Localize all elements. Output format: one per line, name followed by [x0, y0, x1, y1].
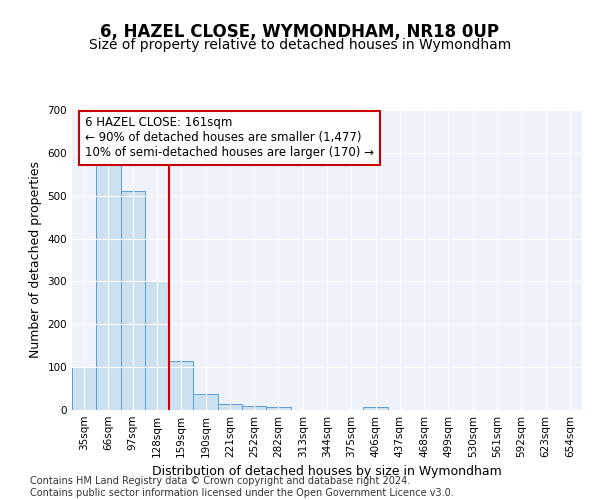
Bar: [266, 407, 290, 410]
Bar: [169, 360, 193, 410]
Text: Size of property relative to detached houses in Wymondham: Size of property relative to detached ho…: [89, 38, 511, 52]
Bar: [364, 407, 388, 410]
Text: Contains HM Land Registry data © Crown copyright and database right 2024.
Contai: Contains HM Land Registry data © Crown c…: [30, 476, 454, 498]
X-axis label: Distribution of detached houses by size in Wymondham: Distribution of detached houses by size …: [152, 466, 502, 478]
Y-axis label: Number of detached properties: Number of detached properties: [29, 162, 42, 358]
Bar: [72, 367, 96, 410]
Text: 6 HAZEL CLOSE: 161sqm
← 90% of detached houses are smaller (1,477)
10% of semi-d: 6 HAZEL CLOSE: 161sqm ← 90% of detached …: [85, 116, 374, 160]
Bar: [145, 282, 169, 410]
Bar: [242, 406, 266, 410]
Bar: [96, 164, 121, 410]
Bar: [193, 394, 218, 410]
Bar: [218, 404, 242, 410]
Bar: [121, 192, 145, 410]
Text: 6, HAZEL CLOSE, WYMONDHAM, NR18 0UP: 6, HAZEL CLOSE, WYMONDHAM, NR18 0UP: [101, 22, 499, 40]
